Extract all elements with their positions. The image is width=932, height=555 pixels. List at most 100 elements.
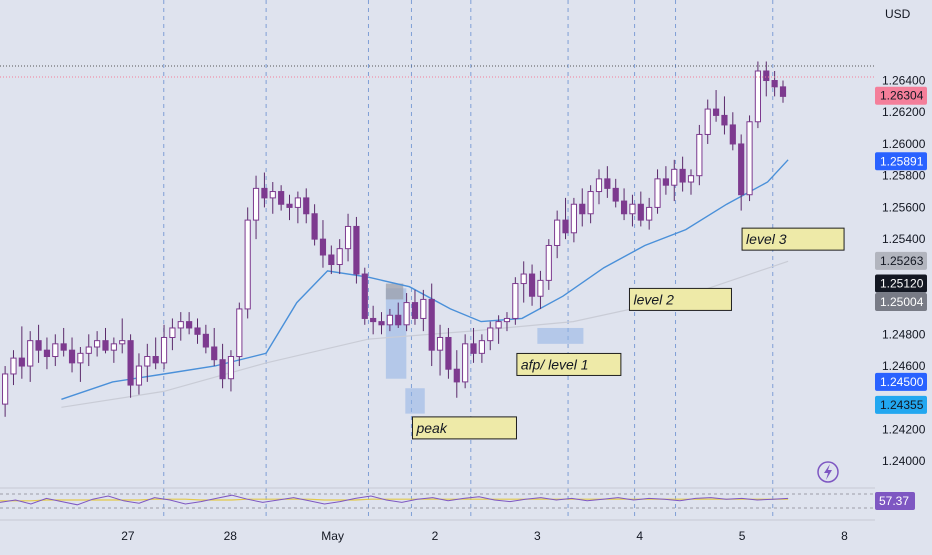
x-tick-label: 4	[636, 529, 643, 543]
candle-body	[303, 197, 310, 215]
candle-body	[403, 302, 410, 326]
candle-body	[119, 340, 126, 345]
candle-body	[562, 219, 569, 234]
candle-body	[487, 327, 494, 342]
candle-body	[152, 356, 159, 364]
candle-body	[679, 168, 686, 183]
candle-body	[453, 368, 460, 383]
candle-body	[336, 248, 343, 266]
candle-body	[495, 321, 502, 329]
candle-body	[135, 365, 143, 386]
y-tick-label: 1.25800	[882, 169, 926, 183]
price-badge	[875, 274, 927, 293]
candle-body	[294, 197, 301, 208]
candle-body	[211, 346, 218, 361]
annotation-label: level 3	[746, 231, 787, 247]
candle-body	[654, 178, 661, 208]
price-badge	[875, 251, 927, 270]
price-badge-value: 1.25891	[880, 154, 924, 168]
y-tick-label: 1.24200	[882, 422, 926, 436]
candle-body	[386, 314, 393, 326]
x-tick-label: 5	[739, 529, 746, 543]
annotation-label: peak	[415, 420, 447, 436]
y-tick-label: 1.26200	[882, 105, 926, 119]
candle-body	[102, 340, 109, 351]
currency-label: USD	[885, 7, 911, 21]
zone-layer	[385, 283, 584, 414]
candle-body	[244, 219, 251, 310]
y-tick-label: 1.24000	[882, 454, 926, 468]
candle-body	[169, 327, 176, 338]
candle-body	[620, 200, 628, 215]
candle-body	[712, 108, 720, 116]
alert-icon[interactable]	[817, 461, 839, 483]
zone-box	[385, 288, 407, 379]
candle-body	[662, 178, 669, 186]
x-tick-label: 3	[534, 529, 541, 543]
candle-body	[353, 225, 360, 275]
lightning-icon	[824, 464, 832, 480]
candle-body	[671, 168, 678, 186]
annotation-box	[516, 352, 622, 376]
candle-body	[687, 175, 695, 183]
y-tick-label: 1.26400	[882, 74, 926, 88]
candle-body	[110, 343, 117, 351]
candle-body	[503, 317, 511, 323]
candle-body	[370, 317, 377, 323]
candle-body	[186, 321, 193, 329]
candle-body	[420, 298, 427, 319]
candle-body	[361, 273, 368, 319]
candle-body	[746, 121, 753, 196]
y-tick-label: 1.25600	[882, 200, 926, 214]
rsi-value-label: 57.37	[879, 494, 909, 508]
rsi-value-badge	[875, 492, 915, 510]
y-tick-label: 1.24600	[882, 359, 926, 373]
candle-body	[194, 327, 201, 335]
candle-body	[587, 191, 594, 215]
candle-body	[704, 108, 711, 135]
candle-body	[27, 340, 34, 367]
candle-body	[286, 203, 293, 208]
candle-body	[637, 203, 644, 221]
candle-body	[729, 124, 736, 145]
price-badge-value: 1.25263	[880, 254, 924, 268]
candle-body	[696, 133, 703, 177]
candle-body	[35, 340, 42, 351]
candle-body	[520, 273, 527, 285]
candle-body	[395, 314, 402, 326]
candle-body	[604, 178, 611, 189]
candle-body	[43, 349, 51, 358]
price-badge-value: 1.24500	[880, 375, 924, 389]
time-axis[interactable]: 27 28 May 2 3 4 5 8	[0, 519, 875, 543]
candle-body	[445, 336, 452, 370]
zone-box	[405, 388, 425, 414]
candle-body	[378, 321, 385, 326]
annotation-layer[interactable]: level 3 level 2 afp/ level 1 peak	[411, 227, 845, 440]
price-badges: 1.26304 1.25891 1.25263 1.25120 1.25004 1.245…	[875, 86, 927, 414]
y-tick-label: 1.26000	[882, 137, 926, 151]
candle-body	[127, 340, 134, 386]
candle-body	[202, 333, 209, 348]
candle-body	[436, 336, 444, 351]
candle-body	[2, 373, 9, 405]
annotation-box	[411, 416, 517, 440]
x-tick-label: May	[321, 529, 344, 543]
candle-body	[77, 352, 84, 364]
candle-body	[144, 356, 151, 367]
price-badge-value: 1.25004	[880, 295, 924, 309]
candle-body	[470, 343, 477, 354]
candle-body	[52, 343, 59, 358]
price-badge	[875, 395, 927, 414]
candle-body	[160, 336, 168, 364]
candle-body	[85, 346, 92, 354]
candle-body	[428, 298, 435, 351]
zone-box	[537, 327, 584, 344]
candle-body	[646, 206, 653, 221]
candle-body	[219, 359, 226, 380]
candle-body	[554, 219, 561, 246]
candle-body	[236, 308, 243, 358]
candle-body	[528, 273, 536, 297]
candle-body	[763, 70, 770, 82]
price-badge-value: 1.26304	[880, 89, 924, 103]
